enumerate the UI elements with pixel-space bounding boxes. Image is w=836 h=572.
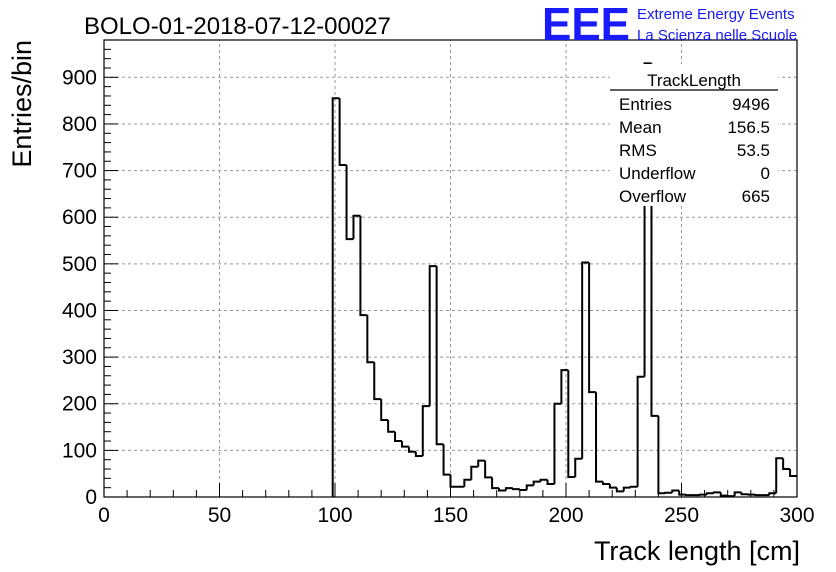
stats-label-overflow: Overflow [619,187,687,206]
histogram-bin [498,488,506,492]
histogram-bin [511,488,520,491]
histogram-bins [331,62,797,498]
histogram-bin [394,431,402,443]
histogram-bin [595,392,603,483]
y-tick-label: 300 [62,346,97,369]
y-tick-label: 200 [62,393,97,416]
x-tick-label: 250 [664,504,699,527]
histogram-bin [789,469,797,478]
x-tick-labels: 0 50 100 150 200 250 300 [98,504,814,527]
histogram-bin [574,457,583,477]
stats-value-mean: 156.5 [727,118,770,137]
histogram-bin [525,484,534,491]
histogram-bin [428,265,437,407]
histogram-bin [477,459,486,467]
histogram-bin [636,375,645,487]
histogram-bin [615,487,624,493]
histogram-bin [352,214,361,240]
histogram-bin [588,262,597,394]
histogram-bin [435,266,444,446]
histogram-bin [581,261,590,459]
histogram-bin [671,489,680,493]
logo-line-1: Extreme Energy Events [637,6,795,23]
stats-title: TrackLength [647,71,741,90]
histogram-bin [719,492,728,497]
logo-line-2: La Scienza nelle Scuole [637,27,797,44]
y-tick-label: 700 [62,160,97,183]
histogram-bin [359,215,368,317]
y-tick-label: 600 [62,206,97,229]
y-tick-label: 800 [62,113,97,136]
histogram-bin [484,460,493,479]
histogram-bin [546,479,555,485]
x-tick-label: 100 [317,504,352,527]
histogram-bin [608,483,617,489]
stats-label-underflow: Underflow [619,164,696,183]
histogram-bin [768,492,777,496]
y-tick-label: 900 [62,66,97,89]
histogram-bin [532,480,541,486]
y-tick-label: 400 [62,299,97,322]
histogram-bin [622,486,631,492]
histogram-bin [518,489,527,492]
histogram-bin [775,457,784,494]
x-tick-label: 200 [548,504,583,527]
stats-box: TrackLength Entries 9496 Mean 156.5 RMS … [610,64,778,206]
histogram-bin [400,441,409,448]
y-axis-title: Entries/bin [7,40,37,168]
histogram-bin [629,485,638,488]
eee-logo-mark: EEE [542,0,630,50]
histogram-bin [553,402,562,484]
histogram-bin [442,444,451,476]
histogram-bin [504,487,513,491]
stats-box-background [610,64,778,206]
histogram-bin [782,458,791,471]
stats-label-rms: RMS [619,141,657,160]
histogram-bin [740,492,749,496]
x-tick-label: 50 [208,504,231,527]
stats-label-mean: Mean [619,118,662,137]
stats-value-overflow: 665 [742,187,770,206]
histogram-bin [657,415,666,495]
x-tick-label: 150 [433,504,468,527]
stats-value-entries: 9496 [732,95,770,114]
histogram-bin [345,164,354,241]
histogram-bin [380,399,389,422]
histogram-bin [338,98,347,166]
histogram-bin [601,481,610,485]
histogram-bin [463,478,472,487]
histogram-bin [421,405,430,456]
histogram-bin [705,492,714,495]
histogram-bin [712,491,721,494]
histogram-bin [560,369,569,404]
run-title: BOLO-01-2018-07-12-00027 [84,13,391,40]
y-tick-label: 500 [62,253,97,276]
histogram-bin [643,62,652,377]
histogram-bin [373,362,382,401]
x-tick-label: 0 [98,504,110,527]
histogram-bin [567,370,576,478]
histogram-bin [491,477,500,490]
histogram-bin [470,465,479,480]
histogram-bin [387,420,396,433]
x-axis-title: Track length [cm] [594,536,800,566]
stats-value-rms: 53.5 [737,141,770,160]
histogram-bin [331,97,340,497]
histogram-bin [678,490,687,496]
y-tick-label: 100 [62,439,97,462]
x-tick-label: 300 [779,504,814,527]
y-tick-labels: 0 100 200 300 400 500 600 700 800 900 [62,66,97,509]
histogram-bin [414,451,423,457]
y-tick-label: 0 [85,486,97,509]
histogram-bin [539,478,548,482]
stats-value-underflow: 0 [761,164,770,183]
histogram-bin [366,315,375,364]
stats-label-entries: Entries [619,95,672,114]
histogram-bin [733,491,742,497]
histogram-bin [407,446,416,453]
histogram-bin [449,474,458,488]
eee-logo: EEE Extreme Energy Events La Scienza nel… [542,0,797,50]
